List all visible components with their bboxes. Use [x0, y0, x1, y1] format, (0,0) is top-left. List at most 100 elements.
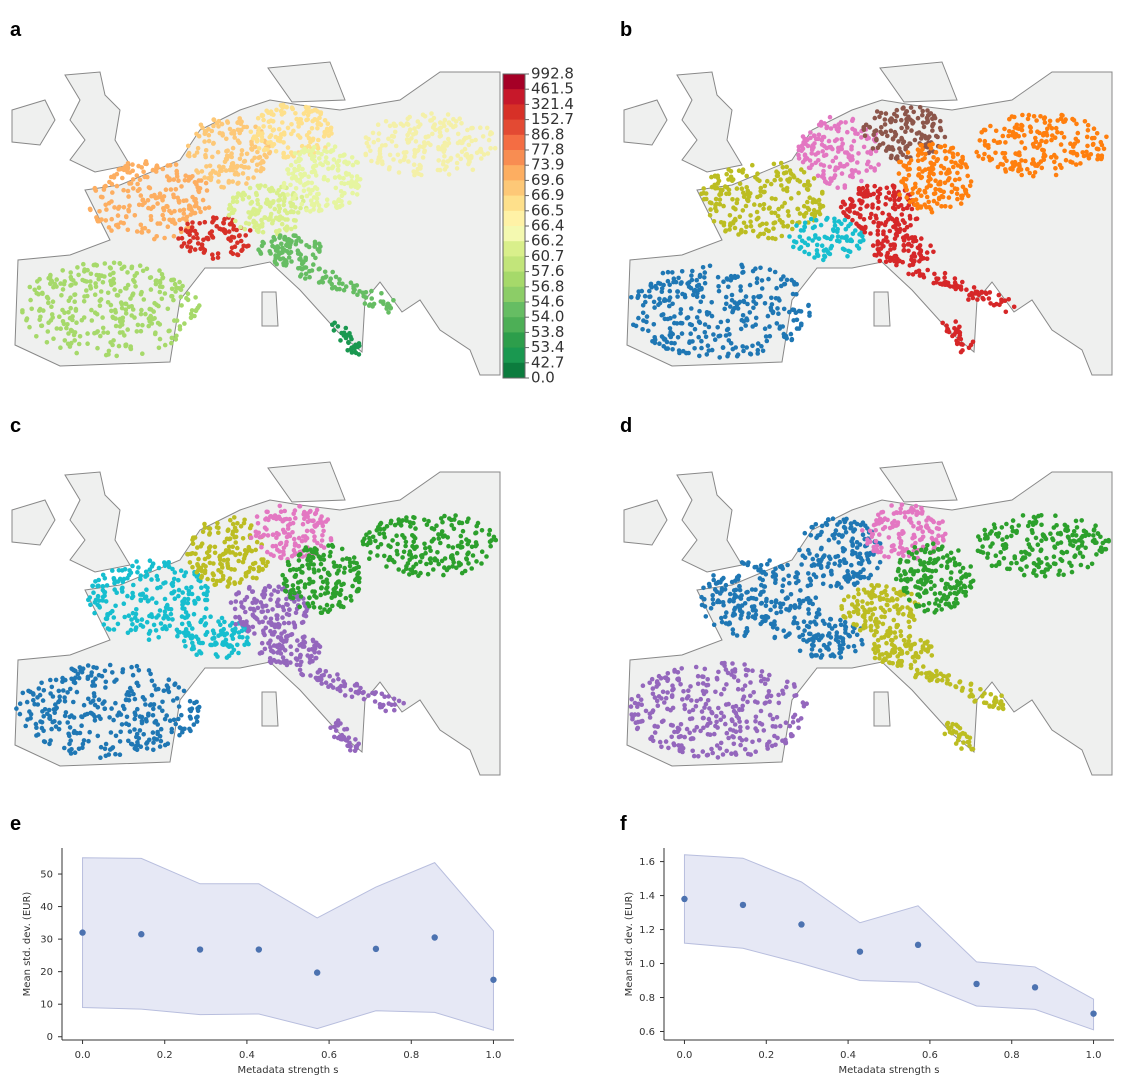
map-point	[52, 719, 57, 724]
map-point	[52, 710, 57, 715]
map-point	[689, 322, 695, 328]
map-point	[931, 198, 937, 204]
map-point	[71, 699, 76, 705]
map-point	[422, 114, 428, 119]
map-point	[259, 609, 265, 615]
map-point	[999, 297, 1004, 303]
map-point	[148, 275, 154, 280]
map-point	[943, 155, 949, 161]
map-point	[207, 530, 213, 536]
map-point	[665, 278, 671, 284]
map-point	[187, 228, 193, 234]
map-point	[163, 187, 169, 192]
map-point	[181, 207, 187, 213]
map-point	[884, 185, 890, 191]
map-point	[308, 198, 314, 203]
map-point	[123, 286, 128, 291]
map-point	[152, 683, 157, 688]
map-point	[1075, 130, 1081, 136]
map-point	[230, 199, 236, 204]
map-point	[226, 544, 232, 550]
map-point	[295, 585, 301, 591]
map-point	[796, 147, 802, 153]
map-point	[755, 351, 760, 356]
map-point	[479, 528, 485, 533]
map-point	[147, 702, 153, 708]
map-point	[375, 160, 380, 165]
map-point	[703, 191, 709, 196]
map-point	[147, 306, 152, 312]
map-point	[287, 607, 292, 612]
map-point	[750, 162, 755, 168]
map-point	[1061, 135, 1067, 140]
map-point	[734, 186, 740, 191]
map-point	[138, 222, 144, 228]
map-point	[273, 229, 279, 234]
map-point	[874, 109, 880, 114]
map-point	[68, 751, 74, 756]
map-point	[787, 168, 793, 173]
map-point	[716, 288, 722, 294]
map-point	[233, 540, 238, 545]
map-point	[769, 302, 775, 307]
map-point	[161, 216, 167, 222]
map-point	[922, 188, 927, 194]
map-point	[183, 633, 188, 638]
map-point	[177, 208, 183, 213]
map-point	[401, 150, 407, 155]
map-point	[923, 142, 928, 147]
map-point	[301, 644, 307, 649]
map-point	[1019, 172, 1024, 178]
map-point	[233, 599, 239, 604]
map-point	[1025, 166, 1030, 172]
map-point	[691, 292, 696, 298]
map-point	[203, 148, 209, 153]
map-point	[701, 196, 707, 202]
map-point	[292, 622, 298, 628]
map-point	[690, 268, 695, 274]
map-point	[751, 295, 756, 300]
map-point	[871, 132, 876, 137]
map-point	[240, 171, 246, 176]
map-point	[60, 268, 65, 273]
map-point	[647, 288, 652, 294]
map-point	[334, 160, 340, 165]
map-point	[68, 738, 73, 743]
map-point	[205, 589, 210, 594]
map-point	[202, 568, 208, 574]
panel-label: e	[10, 813, 21, 835]
map-point	[436, 561, 442, 567]
map-point	[105, 300, 111, 305]
map-point	[130, 672, 136, 678]
map-point	[126, 207, 131, 213]
map-point	[125, 630, 131, 636]
map-point	[296, 250, 302, 256]
map-point	[281, 620, 287, 626]
map-point	[897, 226, 903, 232]
map-point	[146, 711, 151, 717]
map-point	[679, 321, 685, 326]
map-point	[277, 503, 283, 509]
map-point	[137, 263, 143, 269]
map-point	[735, 306, 741, 311]
map-point	[66, 331, 71, 336]
map-point	[167, 328, 172, 334]
map-point	[106, 348, 112, 354]
map-point	[92, 330, 97, 336]
map-point	[675, 335, 681, 340]
map-point	[148, 313, 153, 319]
map-point	[807, 183, 812, 188]
map-point	[373, 690, 379, 695]
map-point	[324, 197, 330, 202]
map-point	[908, 223, 913, 228]
map-point	[360, 690, 366, 696]
map-point	[56, 688, 62, 694]
map-point	[230, 529, 236, 534]
map-point	[292, 224, 298, 230]
map-point	[280, 105, 286, 110]
map-point	[438, 125, 444, 131]
map-point	[274, 190, 280, 196]
map-point	[153, 281, 159, 287]
map-point	[80, 666, 86, 671]
map-point	[197, 649, 202, 654]
